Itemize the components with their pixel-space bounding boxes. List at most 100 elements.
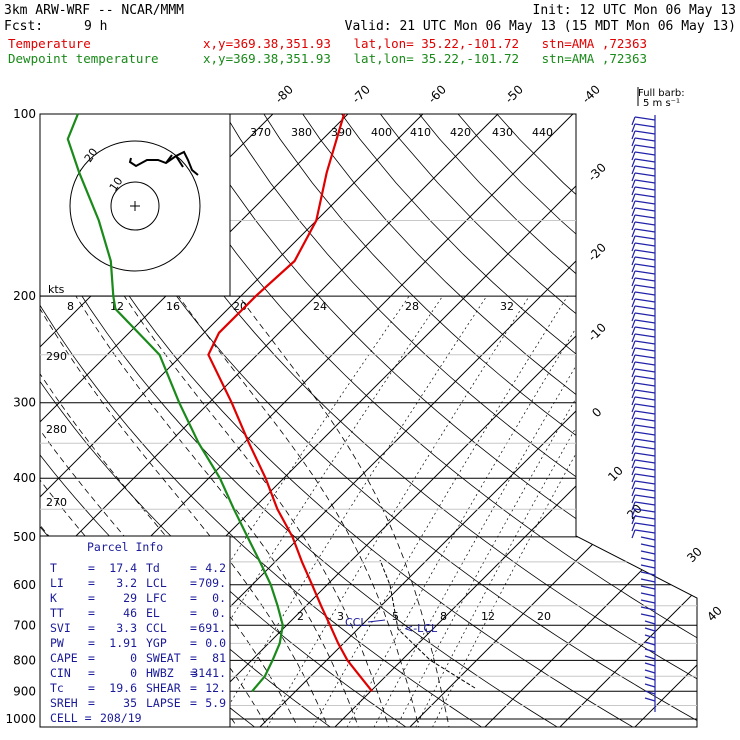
mixing-ratio-labels-200: 8 12 16 20 24 28 32 [67, 300, 514, 313]
dewpoint-legend-label: Dewpoint temperature [8, 51, 159, 66]
parcel-param-name: YGP [146, 636, 167, 650]
parcel-param-value: 35 [123, 696, 137, 710]
wind-barb [640, 606, 656, 611]
isotherm-label: 10 [605, 463, 626, 484]
parcel-param-name: SWEAT [146, 651, 181, 665]
wind-barb [631, 242, 656, 252]
mixing-ratio-line [393, 295, 637, 727]
wind-barb [631, 515, 656, 525]
wind-barb [631, 221, 656, 231]
mixing-ratio-label: 8 [67, 300, 74, 313]
wind-barb [631, 473, 656, 483]
wind-barb [631, 326, 656, 336]
wind-barb [631, 123, 656, 133]
parcel-info-panel: Parcel Info T = 17.4 Td = 4.2LI = 3.2 LCL = 709.K =… [39, 535, 231, 728]
isotherm-line [179, 114, 697, 727]
isotherm-label: -20 [585, 240, 609, 264]
parcel-param-name: LAPSE [146, 696, 181, 710]
parcel-param-equals: = [88, 576, 95, 590]
wind-barb [640, 550, 656, 555]
parcel-param-name: SHEAR [146, 681, 181, 695]
isotherm-label: -70 [349, 82, 373, 106]
parcel-param-name: EL [146, 606, 160, 620]
wind-barb [631, 382, 656, 392]
parcel-param-equals: = [88, 591, 95, 605]
parcel-param-equals: = [88, 636, 95, 650]
isotherm-label: 0 [589, 405, 604, 420]
valid-time: Valid: 21 UTC Mon 06 May 13 (15 MDT Mon … [344, 19, 736, 34]
forecast-hour: 9 h [84, 19, 108, 34]
wind-barb [640, 578, 656, 583]
mixing-ratio-label: 12 [481, 610, 495, 623]
isotherm-line [40, 114, 526, 727]
isotherm-label: 30 [684, 544, 705, 565]
wind-barb [640, 592, 656, 597]
wind-barb [631, 529, 656, 539]
wind-barb [631, 305, 656, 315]
dry-adiabat [471, 114, 697, 727]
parcel-param-value: 5.9 [205, 696, 226, 710]
parcel-param-equals: = [190, 591, 197, 605]
wind-barb [631, 375, 656, 385]
wind-barb [644, 662, 656, 667]
parcel-param-value: 4.2 [205, 561, 226, 575]
wind-barb [631, 361, 656, 371]
wind-barb [631, 319, 656, 329]
parcel-param-equals: = [88, 666, 95, 680]
wind-barb [631, 431, 656, 441]
theta-label: 400 [371, 126, 392, 139]
theta-label: 430 [492, 126, 513, 139]
dry-adiabat [320, 114, 697, 727]
wind-barb [631, 263, 656, 273]
parcel-cell-label: CELL = [50, 711, 92, 725]
parcel-param-value: 19.6 [109, 681, 137, 695]
wind-barb [640, 613, 656, 618]
wind-barb-legend-label: Full barb: [638, 88, 685, 99]
wind-barb [644, 669, 656, 674]
wind-barb [631, 389, 656, 399]
wind-barb [631, 158, 656, 168]
parcel-param-name: PW [50, 636, 64, 650]
parcel-param-name: CAPE [50, 651, 78, 665]
parcel-param-name: Tc [50, 681, 64, 695]
pressure-tick-label: 500 [13, 530, 36, 544]
theta-label: 370 [250, 126, 271, 139]
mixing-ratio-line [371, 295, 619, 727]
theta-label: 420 [450, 126, 471, 139]
wind-barb [644, 641, 656, 646]
mixing-ratio-label: 3 [337, 610, 344, 623]
parcel-cell-value: 208/19 [100, 711, 142, 725]
mixing-ratio-line [310, 295, 568, 727]
parcel-param-value: 1.91 [109, 636, 137, 650]
forecast-label: Fcst: [4, 19, 44, 34]
parcel-param-name: Td [146, 561, 160, 575]
wind-barb [631, 417, 656, 427]
parcel-param-value: 17.4 [109, 561, 137, 575]
parcel-param-name: LCL [146, 576, 167, 590]
mixing-ratio-line [212, 295, 487, 727]
theta-left-label: 290 [46, 350, 67, 363]
wind-barb [631, 424, 656, 434]
mixing-ratio-line [160, 295, 443, 727]
pressure-tick-label: 300 [13, 396, 36, 410]
wind-barb [631, 487, 656, 497]
isotherm-line [479, 114, 697, 727]
temperature-legend-label: Temperature [8, 36, 91, 51]
isotherm-label: -80 [272, 82, 296, 106]
wind-barb [644, 627, 656, 632]
parcel-param-name: SREH [50, 696, 78, 710]
wind-barb [631, 354, 656, 364]
isotherm-line [329, 114, 697, 727]
wind-barb [631, 284, 656, 294]
pressure-axis: 100 200 300 400 500 600 700 800 900 1000 [5, 107, 36, 726]
theta-label: 380 [291, 126, 312, 139]
parcel-param-equals: = [190, 621, 197, 635]
pressure-tick-label: 700 [13, 618, 36, 632]
parcel-info-title: Parcel Info [87, 540, 163, 554]
hodograph-ring-20 [69, 140, 201, 272]
wind-barb [631, 277, 656, 287]
pressure-tick-label: 1000 [5, 712, 36, 726]
dry-adiabat [396, 114, 697, 727]
wind-barb [644, 648, 656, 653]
